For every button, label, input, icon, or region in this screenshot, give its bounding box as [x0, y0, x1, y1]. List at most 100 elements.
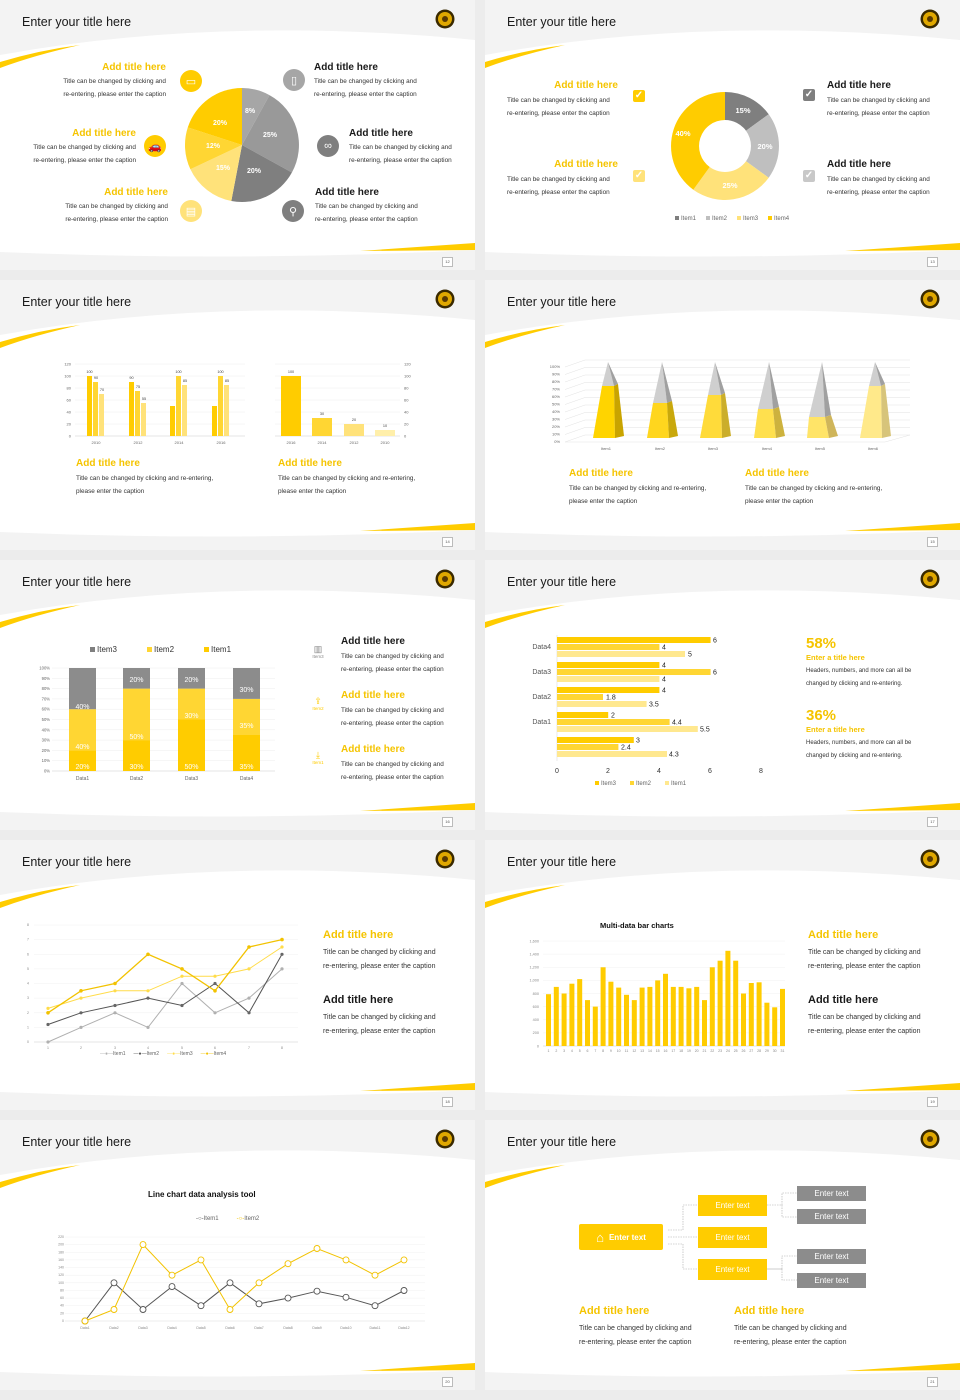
slide-title[interactable]: Enter your title here	[507, 295, 617, 309]
right-block-caption[interactable]: Title can be changed by clicking and re-…	[278, 475, 416, 495]
right-item-2-title[interactable]: Add title here	[827, 159, 891, 170]
svg-text:50%: 50%	[42, 717, 51, 722]
left-item-2-title[interactable]: Add title here	[72, 128, 136, 139]
side-item-3-caption[interactable]: Title can be changed by clicking and re-e…	[341, 761, 444, 781]
side-item-2-caption[interactable]: Title can be changed by clicking and re-e…	[341, 707, 444, 727]
side-item-2-title[interactable]: Add title here	[341, 690, 405, 701]
block-2-caption[interactable]: Title can be changed by clicking and re-e…	[323, 1014, 436, 1035]
svg-text:5: 5	[181, 1046, 183, 1050]
svg-text:100: 100	[217, 370, 223, 374]
slide-19[interactable]: Enter your title here Multi-data bar cha…	[485, 840, 960, 1110]
root-node[interactable]: ⌂ Enter text	[579, 1224, 663, 1250]
stat-2-title[interactable]: Enter a title here	[806, 725, 865, 734]
leaf-node-3[interactable]: Enter text	[797, 1249, 866, 1264]
right-item-2-caption[interactable]: Title can be changed by clicking and re-e…	[827, 176, 930, 196]
slide-16[interactable]: Enter your title here Item3 Item2 Item1 …	[0, 560, 475, 830]
right-block-title[interactable]: Add title here	[745, 468, 809, 479]
block-1-caption[interactable]: Title can be changed by clicking and re-e…	[808, 949, 921, 970]
slide-15[interactable]: Enter your title here 100% 90% 80% 70% 60%…	[485, 280, 960, 550]
right-block-title[interactable]: Add title here	[278, 458, 342, 469]
slide-title[interactable]: Enter your title here	[507, 1135, 617, 1149]
leaf-node-1[interactable]: Enter text	[797, 1186, 866, 1201]
slide-12[interactable]: Enter your title here Add title here Tit…	[0, 0, 475, 270]
slide-13[interactable]: Enter your title here Add title here Tit…	[485, 0, 960, 270]
right-item-2-caption[interactable]: Title can be changed by clicking and re-e…	[349, 144, 452, 164]
left-item-3-caption[interactable]: Title can be changed by clicking and re-e…	[65, 203, 168, 223]
right-item-2-title[interactable]: Add title here	[349, 128, 413, 139]
side-item-1-title[interactable]: Add title here	[341, 636, 405, 647]
svg-text:40%: 40%	[75, 704, 89, 711]
svg-text:6: 6	[713, 638, 717, 645]
block-2-caption[interactable]: Title can be changed by clicking and re-e…	[808, 1014, 921, 1035]
slide-title[interactable]: Enter your title here	[507, 855, 617, 869]
svg-text:Data1: Data1	[532, 719, 551, 726]
page-number: 13	[927, 257, 938, 267]
block-2-title[interactable]: Add title here	[323, 994, 394, 1006]
left-block-caption[interactable]: Title can be changed by clicking and re-…	[76, 475, 214, 495]
svg-text:2: 2	[606, 768, 610, 775]
slide-title[interactable]: Enter your title here	[507, 575, 617, 589]
leaf-node-2[interactable]: Enter text	[797, 1209, 866, 1224]
svg-text:90%: 90%	[552, 372, 560, 377]
left-item-2-caption[interactable]: Title can be changed by clicking and re-e…	[33, 144, 136, 164]
right-item-1-title[interactable]: Add title here	[314, 62, 378, 73]
slide-18[interactable]: Enter your title here 8 7 6 5 4 3 2 1 0 1 2 3…	[0, 840, 475, 1110]
left-item-2-title[interactable]: Add title here	[554, 159, 618, 170]
right-item-1-title[interactable]: Add title here	[827, 80, 891, 91]
svg-text:6: 6	[708, 768, 712, 775]
side-item-1-caption[interactable]: Title can be changed by clicking and re-e…	[341, 653, 444, 673]
left-block-caption[interactable]: Title can be changed by clicking and re-e…	[579, 1325, 692, 1346]
left-item-1-caption[interactable]: Title can be changed by clicking and re-e…	[507, 97, 610, 117]
slide-title[interactable]: Enter your title here	[22, 575, 132, 589]
right-block-title[interactable]: Add title here	[734, 1305, 805, 1317]
stat-1-title[interactable]: Enter a title here	[806, 653, 865, 662]
svg-text:40: 40	[67, 410, 72, 415]
left-item-1-title[interactable]: Add title here	[102, 62, 166, 73]
svg-text:7: 7	[594, 1049, 596, 1053]
right-item-1-caption[interactable]: Title can be changed by clicking and re-e…	[314, 78, 417, 98]
stat-1-value[interactable]: 58%	[806, 635, 837, 652]
svg-text:40%: 40%	[552, 409, 560, 414]
stat-2-value[interactable]: 36%	[806, 707, 837, 724]
left-block-title[interactable]: Add title here	[569, 468, 633, 479]
svg-text:14: 14	[648, 1049, 652, 1053]
svg-text:0: 0	[69, 434, 72, 439]
slide-21[interactable]: Enter your title here ⌂ Enter text Enter …	[485, 1120, 960, 1390]
block-1-caption[interactable]: Title can be changed by clicking and re-e…	[323, 949, 436, 970]
slide-title[interactable]: Enter your title here	[22, 855, 132, 869]
left-block-title[interactable]: Add title here	[579, 1305, 650, 1317]
left-item-1-caption[interactable]: Title can be changed by clicking and re-e…	[63, 78, 166, 98]
right-block-caption[interactable]: Title can be changed by clicking and re-e…	[734, 1325, 847, 1346]
mid-node-3[interactable]: Enter text	[698, 1259, 767, 1280]
slide-14[interactable]: Enter your title here 120 100 80 60 40 20 0…	[0, 280, 475, 550]
side-item-3-title[interactable]: Add title here	[341, 744, 405, 755]
slide-title[interactable]: Enter your title here	[22, 1135, 132, 1149]
left-item-3-title[interactable]: Add title here	[104, 187, 168, 198]
left-block-title[interactable]: Add title here	[76, 458, 140, 469]
bar-chart-icon: ▥ Item3	[312, 644, 324, 659]
stat-1-caption[interactable]: Headers, numbers, and more can all be cha…	[806, 668, 912, 687]
slide-title[interactable]: Enter your title here	[22, 15, 132, 29]
block-2-title[interactable]: Add title here	[808, 994, 879, 1006]
slide-17[interactable]: Enter your title here 6 4 5 4 6 4 4 1.8 3.5 2 4…	[485, 560, 960, 830]
svg-text:4: 4	[27, 982, 29, 986]
right-item-1-caption[interactable]: Title can be changed by clicking and re-e…	[827, 97, 930, 117]
stat-2-caption[interactable]: Headers, numbers, and more can all be cha…	[806, 740, 912, 759]
left-item-2-caption[interactable]: Title can be changed by clicking and re-e…	[507, 176, 610, 196]
slide-title[interactable]: Enter your title here	[22, 295, 132, 309]
left-block-caption[interactable]: Title can be changed by clicking and re-…	[569, 485, 707, 505]
block-1-title[interactable]: Add title here	[323, 929, 394, 941]
leaf-node-4[interactable]: Enter text	[797, 1273, 866, 1288]
slide-20[interactable]: Enter your title here Line chart data an…	[0, 1120, 475, 1390]
block-1-title[interactable]: Add title here	[808, 929, 879, 941]
svg-text:4: 4	[662, 645, 666, 652]
mid-node-1[interactable]: Enter text	[698, 1195, 767, 1216]
svg-text:85: 85	[225, 379, 229, 383]
mid-node-2[interactable]: Enter text	[698, 1227, 767, 1248]
svg-text:3: 3	[114, 1046, 116, 1050]
slide-title[interactable]: Enter your title here	[507, 15, 617, 29]
right-item-3-title[interactable]: Add title here	[315, 187, 379, 198]
left-item-1-title[interactable]: Add title here	[554, 80, 618, 91]
right-block-caption[interactable]: Title can be changed by clicking and re-…	[745, 485, 883, 505]
right-item-3-caption[interactable]: Title can be changed by clicking and re-e…	[315, 203, 418, 223]
